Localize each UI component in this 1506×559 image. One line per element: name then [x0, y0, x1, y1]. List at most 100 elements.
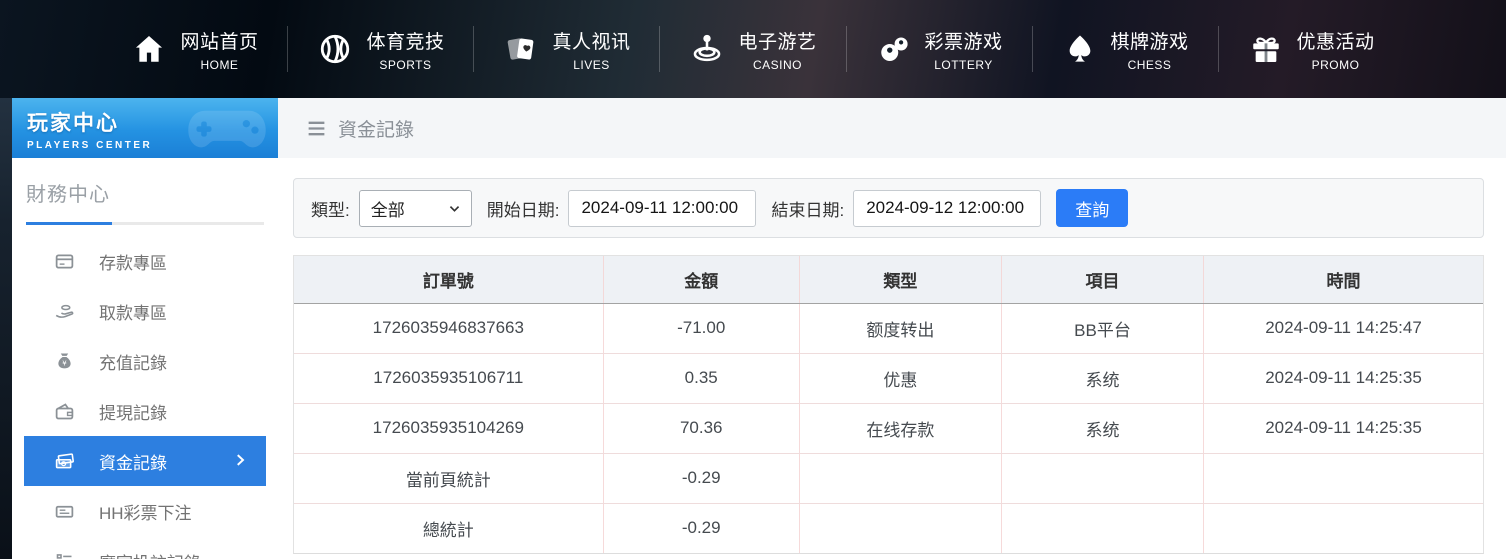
cell-time: 2024-09-11 14:25:35 — [1203, 353, 1483, 404]
nav-divider — [1217, 26, 1219, 72]
sidebar-item-label: 資金記錄 — [99, 453, 167, 473]
sidebar-item-room-bet-records[interactable]: 廳室投註記錄 — [24, 536, 266, 559]
sidebar-item-label: 廳室投註記錄 — [99, 549, 201, 559]
type-select-value: 全部 — [370, 200, 405, 220]
nav-label-zh: 真人视讯 — [552, 31, 631, 53]
nav-label-en: PROMO — [1311, 57, 1360, 72]
cell-order-no: 1726035935104269 — [294, 403, 604, 454]
ticket-icon — [54, 501, 75, 522]
cell-order-no: 1726035935106711 — [294, 353, 604, 404]
sidebar-item-deposit[interactable]: 存款專區 — [24, 236, 266, 286]
nav-label-zh: 网站首页 — [180, 31, 259, 53]
cell-time: 2024-09-11 14:25:35 — [1203, 403, 1483, 454]
nav-label-en: HOME — [200, 57, 239, 72]
nav-item-lottery[interactable]: 彩票游戏 LOTTERY — [847, 27, 1032, 72]
cell-amount: -71.00 — [603, 303, 800, 354]
table-row-page-total: 當前頁統計 -0.29 — [294, 453, 1483, 504]
cell-item: BB平台 — [1001, 303, 1205, 354]
nav-item-chess[interactable]: 棋牌游戏 CHESS — [1033, 27, 1218, 72]
top-nav: 网站首页 HOME 体育竞技 SPORTS 真人视讯 LIVES 电子游艺 CA… — [0, 0, 1506, 98]
hamburger-menu-icon[interactable] — [306, 118, 327, 139]
sidebar-item-label: 存款專區 — [99, 253, 167, 273]
cell-order-no: 1726035946837663 — [294, 303, 604, 354]
table-row: 1726035935104269 70.36 在线存款 系统 2024-09-1… — [294, 403, 1483, 454]
nav-divider — [473, 26, 475, 72]
cell-item: 系统 — [1001, 353, 1205, 404]
sidebar-item-label: 充值記錄 — [99, 353, 167, 373]
roulette-icon — [689, 31, 725, 67]
home-icon — [131, 31, 167, 67]
table-row: 1726035935106711 0.35 优惠 系统 2024-09-11 1… — [294, 353, 1483, 404]
nav-divider — [659, 26, 661, 72]
sports-ball-icon — [317, 31, 353, 67]
sidebar-item-withdrawal-records[interactable]: 提現記錄 — [24, 386, 266, 436]
players-center-title-zh: 玩家中心 — [27, 112, 119, 135]
col-header-type: 類型 — [799, 256, 1002, 304]
nav-label-en: CHESS — [1127, 57, 1172, 72]
nav-label-en: CASINO — [752, 57, 802, 72]
nav-label-zh: 体育竞技 — [366, 31, 445, 53]
sidebar-item-label: HH彩票下注 — [99, 503, 192, 523]
sidebar: 玩家中心 PLAYERS CENTER 財務中心 存款專區 取款專區 — [12, 98, 278, 559]
cell-label: 總統計 — [294, 503, 604, 553]
svg-text:¥: ¥ — [62, 359, 67, 367]
spade-icon — [1062, 31, 1098, 67]
page-title: 資金記錄 — [338, 119, 415, 141]
main-panel: 資金記錄 類型: 全部 開始日期: 結束日期: 查詢 — [278, 98, 1506, 559]
wallet-icon — [54, 401, 75, 422]
sidebar-item-funds-records[interactable]: 資金記錄 — [24, 436, 266, 486]
section-underline — [26, 222, 264, 225]
end-date-input[interactable] — [853, 189, 1042, 227]
cell-empty — [1204, 503, 1483, 553]
deposit-card-icon — [54, 251, 75, 272]
table-row-grand-total: 總統計 -0.29 — [294, 503, 1483, 553]
filter-panel: 類型: 全部 開始日期: 結束日期: 查詢 — [293, 178, 1484, 238]
players-center-header: 玩家中心 PLAYERS CENTER — [12, 98, 278, 158]
sidebar-item-recharge-records[interactable]: ¥ 充值記錄 — [24, 336, 266, 386]
sidebar-menu: 存款專區 取款專區 ¥ 充值記錄 提現記錄 — [12, 236, 278, 559]
nav-divider — [1031, 26, 1033, 72]
cell-type: 在线存款 — [799, 403, 1002, 454]
chevron-right-icon — [231, 451, 249, 474]
cell-empty — [1203, 453, 1483, 504]
list-icon — [54, 551, 75, 559]
nav-divider — [845, 26, 847, 72]
nav-label-en: SPORTS — [379, 57, 432, 72]
sidebar-item-withdraw[interactable]: 取款專區 — [24, 286, 266, 336]
nav-label-en: LIVES — [573, 57, 610, 72]
cell-type: 优惠 — [799, 353, 1002, 404]
nav-item-casino[interactable]: 电子游艺 CASINO — [660, 27, 845, 72]
nav-item-sports[interactable]: 体育竞技 SPORTS — [288, 27, 473, 72]
cell-amount: 70.36 — [603, 403, 800, 454]
lottery-balls-icon — [876, 31, 912, 67]
end-date-label: 結束日期: — [771, 200, 845, 220]
type-select[interactable]: 全部 — [358, 189, 472, 227]
start-date-input[interactable] — [568, 189, 757, 227]
start-date-label: 開始日期: — [486, 200, 560, 220]
nav-label-zh: 棋牌游戏 — [1110, 31, 1189, 53]
cell-amount: -0.29 — [603, 453, 800, 504]
chevron-down-icon — [447, 201, 462, 216]
nav-item-lives[interactable]: 真人视讯 LIVES — [474, 27, 659, 72]
cell-time: 2024-09-11 14:25:47 — [1203, 303, 1483, 354]
cell-amount: 0.35 — [603, 353, 800, 404]
nav-item-promo[interactable]: 优惠活动 PROMO — [1219, 27, 1404, 72]
type-label: 類型: — [311, 200, 350, 220]
banknotes-icon — [54, 451, 75, 472]
funds-records-table: 訂單號 金額 類型 項目 時間 1726035946837663 -71.00 … — [293, 255, 1484, 554]
sidebar-item-label: 提現記錄 — [99, 403, 167, 423]
cell-empty — [799, 453, 1002, 504]
nav-label-en: LOTTERY — [934, 57, 993, 72]
sidebar-item-hh-lottery-bets[interactable]: HH彩票下注 — [24, 486, 266, 536]
breadcrumb: 資金記錄 — [278, 98, 1506, 158]
query-button[interactable]: 查詢 — [1056, 189, 1129, 227]
gamepad-watermark-icon — [184, 102, 270, 158]
cell-empty — [799, 503, 1002, 553]
table-row: 1726035946837663 -71.00 额度转出 BB平台 2024-0… — [294, 303, 1483, 354]
cell-label: 當前頁統計 — [294, 453, 604, 504]
gift-icon — [1248, 31, 1284, 67]
finance-center-title: 財務中心 — [26, 184, 110, 206]
nav-item-home[interactable]: 网站首页 HOME — [102, 27, 287, 72]
nav-divider — [287, 26, 289, 72]
col-header-time: 時間 — [1203, 256, 1483, 304]
